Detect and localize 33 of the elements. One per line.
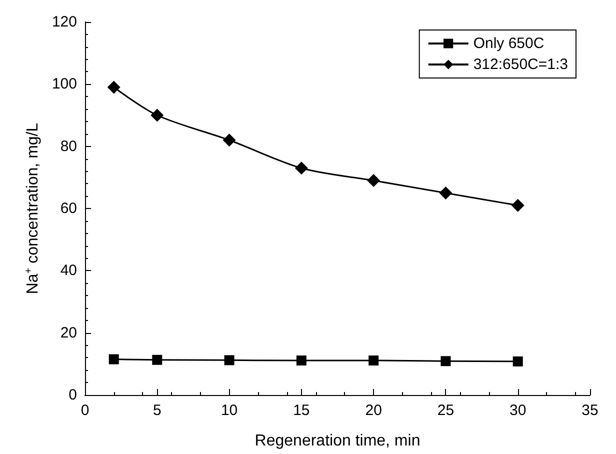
point xyxy=(296,355,306,366)
point xyxy=(224,355,234,366)
x-tick-label: 35 xyxy=(582,402,598,419)
y-tick-label: 120 xyxy=(52,14,77,30)
legend-label: Only 650C xyxy=(473,35,544,52)
x-tick-label: 5 xyxy=(152,402,162,419)
x-tick-label: 0 xyxy=(80,402,90,419)
x-tick-label: 15 xyxy=(293,402,310,419)
y-tick-label: 40 xyxy=(60,262,77,280)
x-tick-label: 10 xyxy=(220,402,238,419)
point xyxy=(512,356,523,366)
y-tick-label: 80 xyxy=(60,138,77,155)
point xyxy=(367,174,380,188)
x-tick-label: 30 xyxy=(510,402,526,419)
y-tick-label: 100 xyxy=(52,76,77,93)
point xyxy=(107,80,120,94)
point xyxy=(368,355,379,366)
legend-label: 312:650C=1:3 xyxy=(473,56,568,73)
point xyxy=(222,134,236,147)
x-tick-label: 25 xyxy=(437,402,454,419)
x-axis-title: Regeneration time, min xyxy=(254,432,420,450)
y-tick-label: 20 xyxy=(60,324,77,342)
y-tick-label: 0 xyxy=(68,386,77,404)
y-tick-label: 60 xyxy=(60,200,77,217)
y-axis-title: Na+ concentration, mg/L xyxy=(24,122,42,294)
point xyxy=(440,356,451,366)
point xyxy=(108,354,119,364)
point xyxy=(152,354,162,365)
point xyxy=(294,162,308,175)
point xyxy=(150,108,164,122)
point xyxy=(511,198,524,212)
x-tick-label: 20 xyxy=(365,402,382,419)
point xyxy=(439,186,452,200)
